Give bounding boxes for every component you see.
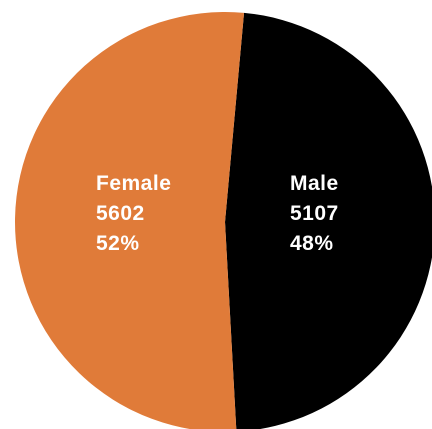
- slice-label-male-name: Male: [290, 172, 339, 195]
- slice-label-female-percent: 52%: [96, 232, 140, 255]
- slice-label-female-name: Female: [96, 172, 171, 195]
- pie-slice-female: [15, 12, 245, 429]
- slice-label-female-value: 5602: [96, 202, 145, 225]
- slice-label-male-value: 5107: [290, 202, 339, 225]
- pie-slice-male: [225, 12, 432, 429]
- pie-slices: [15, 12, 432, 429]
- slice-label-male-percent: 48%: [290, 232, 334, 255]
